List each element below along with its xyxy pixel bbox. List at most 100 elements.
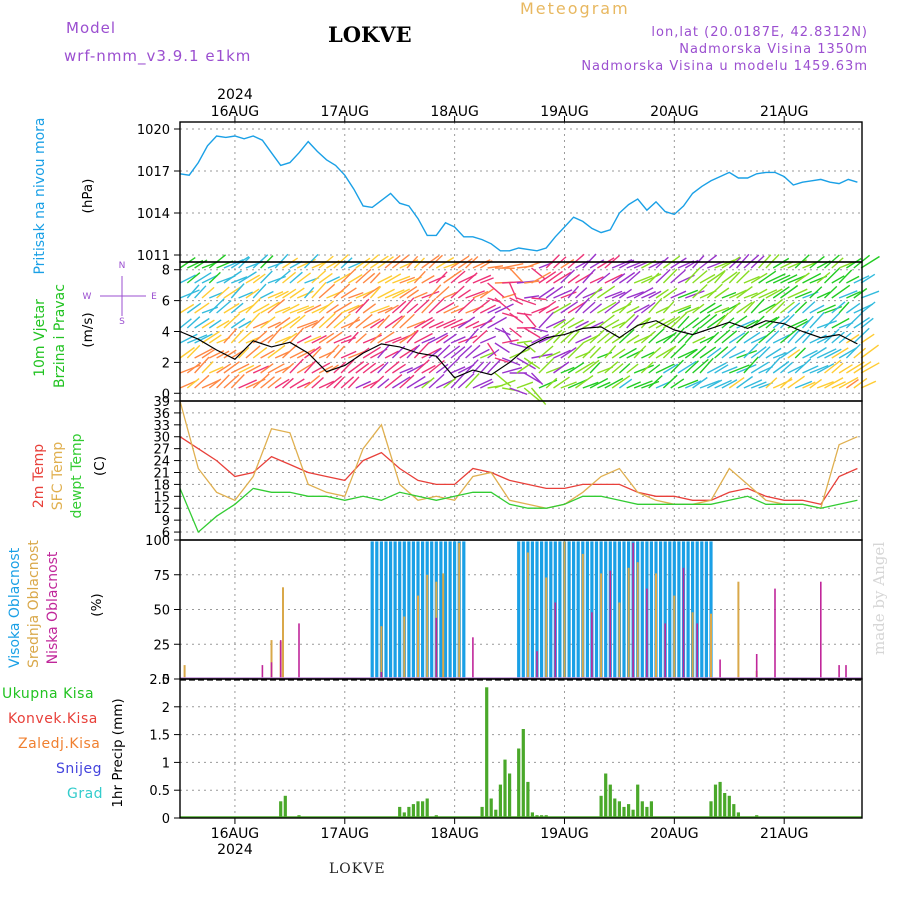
wind-barb [311, 334, 327, 344]
precip-bar [425, 798, 429, 818]
wind-barb [223, 349, 237, 359]
wind-barb [809, 364, 829, 374]
cloud-high-bar [370, 541, 374, 679]
wind-barb [450, 285, 465, 299]
wind-barb [457, 316, 476, 329]
wind-barb [399, 286, 418, 299]
wind-barb [194, 356, 210, 374]
wind-barb [794, 380, 813, 389]
wind-barb [831, 317, 850, 329]
wind-barb [333, 345, 346, 359]
wind-barb [838, 364, 853, 374]
wind-barb [377, 331, 395, 344]
cloud-high-bar [421, 541, 425, 679]
wind-barb [428, 320, 444, 329]
wind-barb [311, 376, 324, 389]
wind-barb [553, 349, 571, 359]
wind-barb [765, 254, 780, 269]
wind-barb [340, 359, 355, 374]
cloud-high-bar [517, 541, 521, 679]
cloud-mid-bar [282, 587, 284, 679]
wind-barb [743, 343, 759, 359]
wind-barb [216, 319, 230, 329]
wind-barb [296, 290, 314, 299]
wind-barb [223, 258, 244, 269]
cloud-high-bar [462, 541, 466, 679]
y-tick-label: 36 [153, 407, 170, 422]
wind-barb [604, 273, 623, 284]
wind-barb [274, 269, 291, 284]
wind-barb [194, 285, 207, 299]
wind-barb [296, 348, 316, 359]
wind-barb [728, 332, 746, 344]
wind-barb [721, 366, 738, 374]
wind-barb [787, 349, 801, 359]
wind-barb [238, 364, 255, 374]
wind-barb [655, 317, 675, 329]
wind-barb [714, 306, 730, 314]
wind-barb [318, 272, 333, 284]
wind-barb [370, 318, 385, 329]
wind-barb [596, 332, 610, 344]
wind-barb [538, 286, 555, 299]
wind-barb [450, 270, 466, 284]
wind-barb [252, 283, 267, 299]
wind-barb [831, 331, 845, 344]
wind-barb [421, 377, 435, 389]
wind-barb [553, 361, 570, 374]
wind-barb [633, 287, 654, 299]
cloud-mid-bar [636, 562, 639, 679]
wind-barb [194, 347, 213, 359]
wind-barb [545, 305, 559, 314]
wind-barb [670, 312, 687, 329]
wind-barb [230, 283, 245, 299]
wind-barb [670, 290, 687, 299]
wind-barb [604, 290, 623, 299]
y-tick-label: 24 [153, 455, 170, 470]
wind-barb [801, 315, 814, 329]
wind-barb [780, 261, 794, 269]
wind-barb [816, 363, 835, 374]
wind-barb [377, 314, 391, 329]
cloud-high-bar [389, 541, 393, 679]
wind-barb [530, 387, 547, 405]
wind-barb [472, 329, 488, 344]
wind-barb [487, 342, 497, 357]
cloud-high-bar [659, 541, 663, 679]
wind-barb [692, 336, 706, 344]
precip-bar [416, 801, 420, 818]
wind-barb [238, 291, 253, 299]
wind-barb [758, 289, 778, 299]
wind-barb [326, 276, 340, 284]
wind-barb [443, 261, 460, 269]
wind-barb [216, 350, 230, 359]
wind-barb [670, 327, 686, 344]
wind-barb [714, 364, 729, 374]
wind-barb [604, 345, 617, 359]
precip-bar [283, 795, 287, 818]
y-tick-label: 27 [153, 443, 170, 458]
wind-barb [326, 375, 343, 389]
cloud-high-bar [375, 541, 379, 679]
y-tick-label: 2 [162, 701, 170, 716]
wind-barb [553, 376, 570, 389]
wind-barb [458, 335, 478, 344]
cloud-low-bar [838, 665, 840, 679]
wind-barb [223, 285, 243, 299]
precip-bar [398, 806, 402, 818]
wind-barb [369, 272, 381, 284]
bottom-day-label: 19AUG [540, 826, 589, 842]
cloud-high-bar [691, 541, 695, 679]
wind-barb [538, 300, 557, 314]
wind-barb [611, 363, 624, 374]
wind-barb [597, 381, 611, 389]
cloud-high-bar [540, 541, 544, 679]
wind-barb [516, 340, 532, 344]
wind-barb [677, 348, 697, 359]
wind-barb [699, 346, 717, 359]
wind-barb [304, 335, 322, 344]
wind-barb [428, 373, 445, 389]
wind-barb [450, 366, 466, 374]
precip-bar [732, 804, 736, 818]
wind-barb [179, 333, 198, 344]
